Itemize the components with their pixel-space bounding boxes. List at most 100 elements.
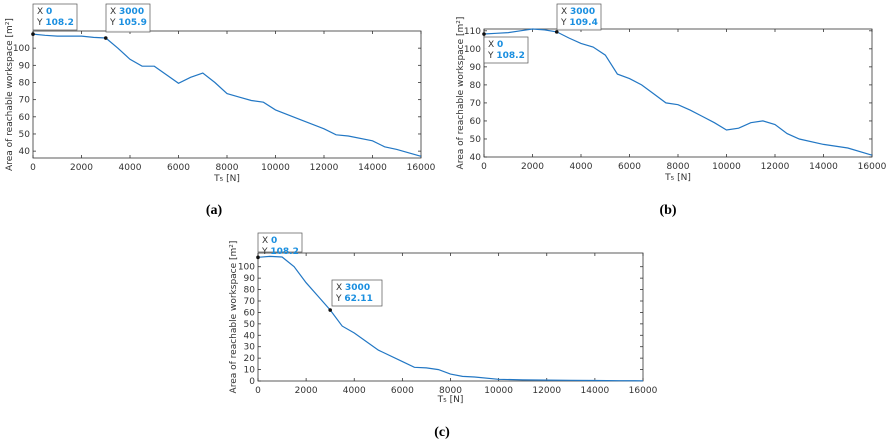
datatip-y: Y 108.2 bbox=[261, 247, 299, 257]
x-axis-label: T₅ [N] bbox=[664, 173, 691, 183]
datatip-y: Y 108.2 bbox=[36, 18, 74, 28]
datatip-box bbox=[483, 36, 529, 64]
y-tick-label: 70 bbox=[244, 297, 256, 307]
y-tick-label: 100 bbox=[238, 263, 255, 273]
datatip-marker bbox=[328, 308, 332, 312]
x-tick-label: 4000 bbox=[343, 386, 366, 396]
y-axis-label: Area of reachable workspace [m²] bbox=[5, 18, 15, 171]
x-tick-label: 4000 bbox=[119, 163, 142, 173]
y-tick-label: 40 bbox=[244, 331, 256, 341]
y-tick-label: 60 bbox=[19, 113, 31, 123]
datatip-x: X 0 bbox=[37, 7, 52, 17]
series-line bbox=[32, 33, 422, 157]
x-tick-label: 16000 bbox=[858, 162, 887, 172]
x-tick-label: 2000 bbox=[295, 386, 318, 396]
y-axis-label: Area of reachable workspace [m²] bbox=[229, 241, 239, 394]
x-tick-label: 14000 bbox=[809, 162, 838, 172]
datatip-box bbox=[257, 232, 303, 253]
x-tick-label: 8000 bbox=[667, 162, 690, 172]
datatip: X 0Y 108.2 bbox=[256, 232, 303, 260]
panel-label: (b) bbox=[659, 203, 676, 218]
plot-panel-2: 0 2000 4000 6000 8000 10000 12000 14000 16000 40 5… bbox=[456, 3, 887, 218]
y-tick-label: 40 bbox=[19, 147, 31, 157]
datatip-x: X 3000 bbox=[336, 283, 370, 293]
y-tick-label: 10 bbox=[244, 366, 256, 376]
x-tick-label: 4000 bbox=[570, 162, 593, 172]
x-tick-label: 6000 bbox=[391, 386, 414, 396]
panel-label: (a) bbox=[206, 203, 223, 218]
datatip-box bbox=[32, 3, 78, 31]
y-tick-label: 50 bbox=[19, 130, 31, 140]
x-tick-label: 2000 bbox=[70, 163, 93, 173]
y-axis-label: Area of reachable workspace [m²] bbox=[456, 17, 466, 170]
x-tick-label: 16000 bbox=[629, 386, 658, 396]
datatip-y: Y 109.4 bbox=[560, 18, 598, 28]
y-tick-label: 90 bbox=[244, 274, 256, 284]
x-tick-label: 6000 bbox=[618, 162, 641, 172]
plot-panel-1: 0 2000 4000 6000 8000 10000 12000 14000 16000 40 5… bbox=[5, 3, 436, 218]
datatip-marker bbox=[256, 255, 260, 260]
panel-label: (c) bbox=[434, 425, 450, 440]
x-tick-label: 10000 bbox=[261, 163, 290, 173]
series-line bbox=[257, 255, 644, 382]
datatip: X 0Y 108.2 bbox=[31, 3, 78, 36]
datatip-box bbox=[105, 3, 151, 33]
x-tick-label: 2000 bbox=[521, 162, 544, 172]
x-tick-label: 8000 bbox=[216, 163, 239, 173]
datatip-y: Y 105.9 bbox=[109, 18, 147, 28]
series-line bbox=[483, 28, 873, 156]
x-tick-label: 8000 bbox=[439, 386, 462, 396]
x-tick-label: 14000 bbox=[581, 386, 610, 396]
datatip-x: X 0 bbox=[488, 40, 503, 50]
x-tick-label: 10000 bbox=[484, 386, 513, 396]
y-tick-label: 100 bbox=[464, 45, 481, 55]
y-tick-label: 50 bbox=[244, 320, 256, 330]
x-tick-label: 14000 bbox=[358, 163, 387, 173]
y-tick-label: 80 bbox=[19, 78, 31, 88]
y-tick-label: 90 bbox=[19, 61, 31, 71]
x-tick-label: 12000 bbox=[310, 163, 339, 173]
x-tick-label: 0 bbox=[481, 162, 487, 172]
y-tick-label: 40 bbox=[470, 153, 482, 163]
x-tick-label: 6000 bbox=[167, 163, 190, 173]
x-tick-label: 12000 bbox=[761, 162, 790, 172]
datatip-box bbox=[556, 3, 602, 31]
x-tick-label: 0 bbox=[255, 386, 261, 396]
plot-panel-3: 0 2000 4000 6000 8000 10000 12000 14000 16000010… bbox=[229, 232, 658, 440]
y-tick-label: 70 bbox=[19, 96, 31, 106]
x-tick-label: 10000 bbox=[712, 162, 741, 172]
y-tick-label: 80 bbox=[470, 81, 482, 91]
y-tick-label: 100 bbox=[13, 44, 30, 54]
y-tick-label: 30 bbox=[244, 343, 256, 353]
y-tick-label: 110 bbox=[464, 27, 481, 37]
datatip-marker bbox=[554, 30, 559, 34]
axes-box bbox=[483, 28, 873, 158]
datatip-box bbox=[331, 279, 383, 307]
x-axis-label: T₅ [N] bbox=[213, 174, 240, 184]
y-tick-label: 70 bbox=[470, 99, 482, 109]
x-axis-label: T₅ [N] bbox=[437, 395, 464, 405]
datatip-x: X 3000 bbox=[561, 7, 595, 17]
y-tick-label: 20 bbox=[244, 354, 256, 364]
datatip-x: X 0 bbox=[262, 236, 277, 246]
axes-box bbox=[257, 252, 644, 382]
x-tick-label: 0 bbox=[30, 163, 36, 173]
y-tick-label: 90 bbox=[470, 63, 482, 73]
y-tick-label: 60 bbox=[244, 308, 256, 318]
datatip: X 0Y 108.2 bbox=[482, 32, 529, 64]
y-tick-label: 50 bbox=[470, 135, 482, 145]
datatip-y: Y 62.11 bbox=[335, 294, 373, 304]
x-tick-label: 12000 bbox=[532, 386, 561, 396]
datatip-marker bbox=[103, 36, 108, 40]
y-tick-label: 80 bbox=[244, 286, 256, 296]
datatip-y: Y 108.2 bbox=[487, 51, 525, 61]
y-tick-label: 0 bbox=[249, 377, 255, 387]
y-tick-label: 60 bbox=[470, 117, 482, 127]
x-tick-label: 16000 bbox=[407, 163, 436, 173]
datatip-x: X 3000 bbox=[110, 7, 144, 17]
